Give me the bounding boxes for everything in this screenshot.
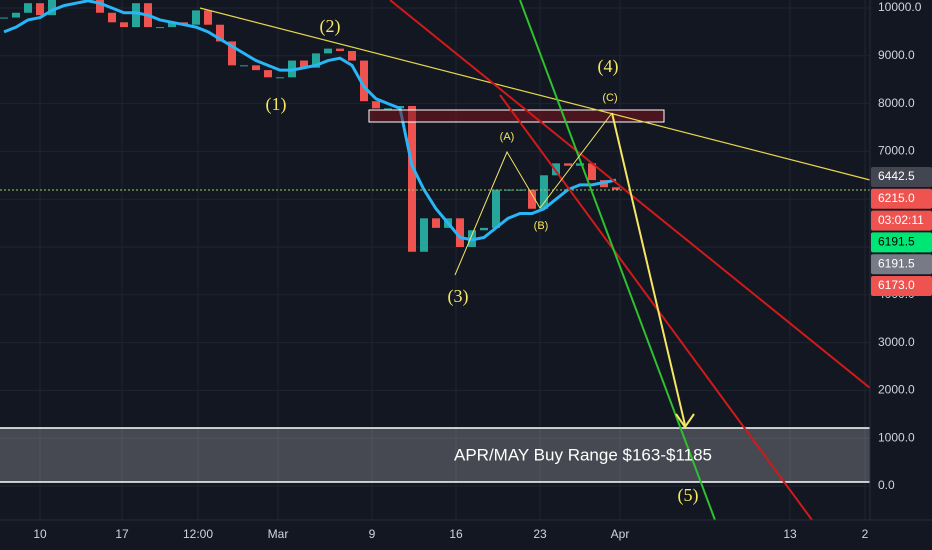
y-tick-label: 0.0 [878, 478, 895, 492]
candle [408, 105, 416, 252]
y-tick-label: 3000.0 [878, 335, 915, 349]
ema-line [3, 0, 617, 242]
candle [420, 218, 428, 252]
candle [216, 24, 224, 42]
candle [480, 227, 488, 231]
wave-label: (1) [266, 94, 287, 115]
candle [576, 163, 584, 166]
arrow [611, 112, 686, 426]
candle [252, 65, 260, 71]
grid [0, 0, 870, 520]
candle [168, 22, 176, 28]
candle [264, 70, 272, 78]
candle [492, 189, 500, 228]
x-tick-label: 13 [783, 527, 797, 541]
wave-label: (B) [534, 220, 549, 232]
drawings: (1) (2) (3) (4) (5) (A) (B) (C) APR/MAY … [0, 0, 871, 521]
candle [48, 0, 56, 16]
axes: 10000.09000.08000.07000.06000.05000.0400… [33, 0, 932, 541]
candle [612, 187, 620, 190]
x-tick-label: 10 [33, 527, 47, 541]
x-tick-label: 23 [533, 527, 547, 541]
candle [360, 60, 368, 102]
y-tick-label: 8000.0 [878, 96, 915, 110]
candle [24, 3, 32, 13]
wave-label: (3) [448, 286, 469, 307]
candle [276, 77, 284, 79]
candle [456, 218, 464, 247]
wave-label: (4) [598, 56, 619, 77]
x-tick-label: 16 [449, 527, 463, 541]
candle [156, 27, 164, 29]
wave-label: (A) [500, 131, 515, 143]
x-tick-label: 12:00 [183, 527, 213, 541]
candle [384, 108, 392, 110]
price-tag-label: 03:02:11 [878, 213, 924, 227]
wave-label: (5) [678, 485, 699, 506]
marks [0, 0, 870, 252]
candle [588, 163, 596, 181]
y-tick-label: 2000.0 [878, 383, 915, 397]
price-tag-label: 6191.5 [878, 235, 915, 249]
candle [348, 51, 356, 61]
arrow-head [675, 413, 695, 429]
trend-line [499, 94, 813, 521]
candle [564, 163, 572, 166]
x-tick-label: 9 [369, 527, 376, 541]
buy-range-box [0, 428, 870, 482]
candle [108, 12, 116, 23]
x-tick-label: Mar [268, 527, 289, 541]
candle [36, 3, 44, 16]
candle [540, 175, 548, 209]
price-tag [871, 276, 932, 296]
trend-line [519, 0, 716, 521]
y-tick-label: 9000.0 [878, 48, 915, 62]
price-tag [871, 210, 932, 231]
candle [300, 60, 308, 68]
price-tag [871, 232, 932, 253]
candle [204, 10, 212, 25]
trend-line [199, 7, 871, 181]
candle [372, 101, 380, 109]
candle [240, 65, 248, 67]
x-tick-label: Apr [611, 527, 630, 541]
price-tag-label: 6442.5 [878, 169, 915, 183]
candle [12, 12, 20, 18]
wave-label: (C) [602, 92, 617, 104]
candle [324, 48, 332, 54]
x-tick-label: 2 [862, 527, 869, 541]
candle [0, 17, 8, 19]
candle [132, 3, 140, 28]
candle [120, 22, 128, 28]
candle [552, 163, 560, 176]
x-tick-label: 17 [115, 527, 129, 541]
candle [432, 218, 440, 228]
candle [528, 189, 536, 209]
candle [228, 41, 236, 66]
price-tag-label: 6191.5 [878, 256, 915, 270]
price-tag-label: 6173.0 [878, 278, 915, 292]
price-tag-label: 6215.0 [878, 191, 915, 205]
wave-label: (2) [320, 16, 341, 37]
candle [312, 53, 320, 68]
wave-path [454, 112, 613, 276]
candle [96, 0, 104, 13]
y-tick-label: 10000.0 [878, 0, 922, 14]
y-tick-label: 1000.0 [878, 430, 915, 444]
candle [336, 48, 344, 52]
price-tag [871, 254, 932, 275]
price-tag [871, 188, 932, 209]
price-tag [871, 167, 932, 187]
candle [192, 10, 200, 25]
buy-range-label: APR/MAY Buy Range $163-$1185 [454, 445, 712, 464]
y-tick-label: 7000.0 [878, 144, 915, 158]
